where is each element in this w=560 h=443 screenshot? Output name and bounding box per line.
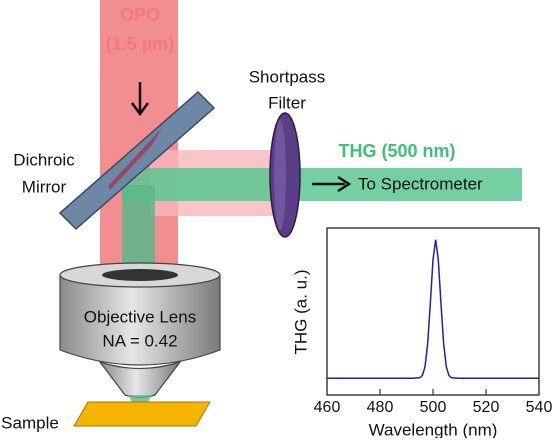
objective-tip — [100, 362, 180, 398]
label: Filter — [268, 93, 306, 112]
label: Shortpass — [249, 67, 326, 86]
label: OPO — [120, 5, 160, 25]
x-tick-label: 540 — [526, 399, 553, 416]
label: NA = 0.42 — [102, 331, 177, 350]
y-axis-label: THG (a. u.) — [291, 269, 310, 354]
label: Dichroic — [13, 150, 75, 169]
label: Sample — [1, 413, 59, 432]
x-tick-label: 460 — [314, 399, 341, 416]
x-tick-label: 520 — [473, 399, 500, 416]
page: {"labels": {"opo": "OPO", "opo_wavelengt… — [0, 0, 560, 438]
label: Mirror — [22, 177, 67, 196]
sample — [74, 402, 210, 426]
x-tick-label: 500 — [420, 399, 447, 416]
label: THG (500 nm) — [338, 141, 455, 161]
label: (1.5 µm) — [106, 34, 174, 54]
label: Objective Lens — [84, 307, 196, 326]
x-axis-label: Wavelength (nm) — [369, 420, 498, 438]
x-tick-label: 480 — [367, 399, 394, 416]
label: To Spectrometer — [358, 174, 483, 193]
plot-frame — [327, 228, 539, 395]
diagram: OPO (1.5 µm) Shortpass Filter THG (500 n… — [0, 0, 560, 438]
filter-face — [274, 120, 286, 230]
objective-aperture — [102, 269, 178, 281]
